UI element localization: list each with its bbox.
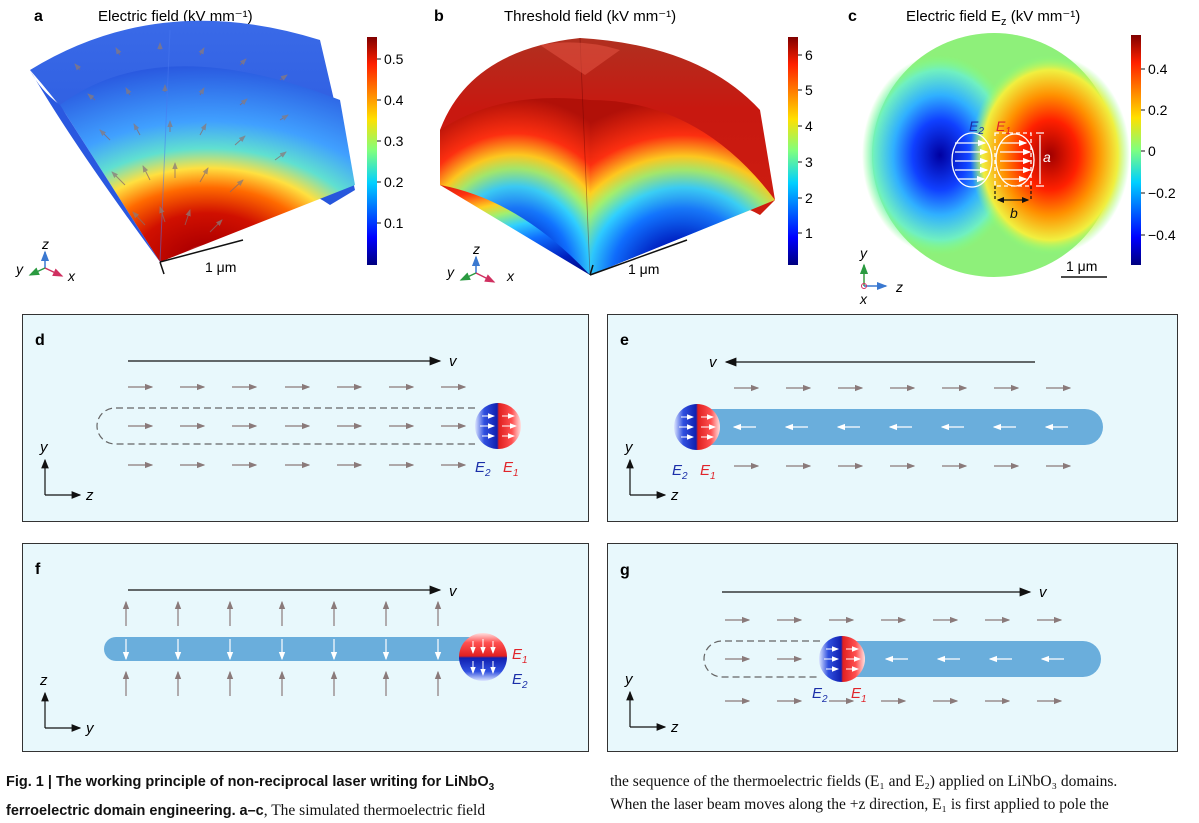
axis-triad: y z — [624, 671, 679, 736]
svg-text:5: 5 — [805, 82, 813, 98]
colorbar: 0.5 0.4 0.3 0.2 0.1 — [367, 37, 404, 265]
laser-spot — [459, 633, 507, 681]
svg-text:4: 4 — [805, 118, 813, 134]
scale-label: 1 μm — [1066, 258, 1097, 274]
panel-a: a Electric field (kV mm⁻¹) — [15, 8, 404, 284]
svg-text:0.1: 0.1 — [384, 215, 404, 231]
panel-letter: g — [620, 562, 630, 579]
e1-label: E1 — [851, 685, 867, 705]
svg-text:y: y — [39, 439, 49, 456]
panel-f: f v E1 E2 z y — [22, 543, 589, 752]
panel-letter: e — [620, 332, 629, 349]
svg-text:0.2: 0.2 — [384, 174, 404, 190]
panel-letter: f — [35, 561, 41, 578]
axis-triad: y z — [624, 439, 679, 504]
svg-text:x: x — [506, 268, 515, 284]
e2-label: E2 — [475, 459, 491, 479]
panel-title: Threshold field (kV mm⁻¹) — [504, 8, 676, 25]
svg-text:0.2: 0.2 — [1148, 102, 1168, 118]
laser-spot — [819, 636, 865, 682]
panel-title: Electric field Ez (kV mm⁻¹) — [906, 8, 1080, 28]
axis-triad: z y x — [446, 241, 515, 284]
axis-triad: z y — [39, 672, 95, 737]
panel-title: Electric field (kV mm⁻¹) — [98, 8, 253, 25]
svg-text:z: z — [85, 487, 94, 504]
axis-triad: y z x — [859, 245, 903, 307]
svg-text:x: x — [67, 268, 76, 284]
svg-text:−0.2: −0.2 — [1148, 185, 1176, 201]
svg-text:0.3: 0.3 — [384, 133, 404, 149]
scale-label: 1 μm — [205, 259, 236, 275]
svg-text:b: b — [1010, 205, 1018, 221]
svg-text:y: y — [15, 261, 24, 277]
laser-spot — [475, 403, 521, 449]
scale-bar: 1 μm — [589, 239, 688, 277]
svg-text:v: v — [1039, 584, 1048, 601]
svg-text:y: y — [446, 264, 455, 280]
svg-text:y: y — [85, 720, 95, 737]
figure-caption-left: Fig. 1 | The working principle of non-re… — [6, 770, 581, 823]
svg-text:y: y — [624, 671, 634, 688]
caption-bold-title-2: ferroelectric domain engineering. — [6, 802, 236, 819]
caption-line-2: When the laser beam moves along the +z d… — [610, 796, 1109, 813]
svg-text:0.4: 0.4 — [1148, 61, 1168, 77]
svg-text:z: z — [472, 241, 480, 257]
scale-label: 1 μm — [628, 261, 659, 277]
panel-g: g v E2 E1 y z — [607, 543, 1178, 752]
panel-letter: c — [848, 8, 857, 25]
e1-label: E1 — [512, 646, 528, 666]
field-simulation-a — [30, 20, 355, 263]
svg-text:0.5: 0.5 — [384, 51, 404, 67]
caption-panel-ref: a–c — [239, 802, 264, 819]
caption-bold-title: Fig. 1 | The working principle of non-re… — [6, 774, 495, 793]
svg-text:v: v — [449, 353, 458, 370]
figure-canvas: a Electric field (kV mm⁻¹) — [15, 8, 1178, 752]
svg-text:v: v — [709, 354, 718, 371]
svg-text:−0.4: −0.4 — [1148, 227, 1176, 243]
panel-d: d v E2 E1 y z — [22, 314, 589, 522]
svg-text:v: v — [449, 583, 458, 600]
e2-label: E2 — [672, 462, 688, 482]
ez-field-map: a b E2 E1 — [862, 33, 1130, 277]
caption-line-1: the sequence of the thermoelectric field… — [610, 773, 1118, 790]
scale-bar: 1 μm — [159, 239, 244, 275]
panel-letter: d — [35, 332, 45, 349]
e2-label: E2 — [812, 685, 828, 705]
figure-caption-right: the sequence of the thermoelectric field… — [610, 770, 1195, 816]
colorbar: 6 5 4 3 2 1 — [788, 37, 813, 265]
panel-c: c Electric field Ez (kV mm⁻¹) a — [848, 8, 1176, 307]
scale-bar: 1 μm — [1061, 258, 1107, 278]
panel-b: b Threshold field (kV mm⁻¹) 1 μm z y x — [434, 8, 813, 284]
axis-triad: z y x — [15, 236, 76, 284]
svg-text:a: a — [1043, 149, 1051, 165]
e1-label: E1 — [996, 118, 1011, 137]
e2-label: E2 — [512, 671, 528, 691]
svg-text:x: x — [859, 291, 868, 307]
panel-letter: a — [34, 8, 43, 25]
svg-text:z: z — [670, 487, 679, 504]
e1-label: E1 — [700, 462, 716, 482]
svg-text:0.4: 0.4 — [384, 92, 404, 108]
svg-text:6: 6 — [805, 47, 813, 63]
svg-text:y: y — [859, 245, 868, 261]
panel-letter: b — [434, 8, 444, 25]
panel-e: e v E2 E1 y z — [607, 314, 1178, 522]
svg-text:z: z — [41, 236, 49, 252]
e1-label: E1 — [503, 459, 519, 479]
svg-text:z: z — [895, 279, 903, 295]
axis-triad: y z — [39, 439, 94, 504]
colorbar: 0.4 0.2 0 −0.2 −0.4 — [1131, 35, 1176, 265]
e2-label: E2 — [969, 118, 984, 137]
svg-text:0: 0 — [1148, 143, 1156, 159]
svg-text:z: z — [39, 672, 48, 689]
laser-spot — [674, 404, 720, 450]
caption-text: , The simulated thermoelectric field — [263, 801, 486, 819]
svg-text:2: 2 — [805, 190, 813, 206]
svg-text:3: 3 — [805, 154, 813, 170]
svg-text:1: 1 — [805, 225, 813, 241]
svg-text:z: z — [670, 719, 679, 736]
threshold-simulation-b — [440, 37, 775, 276]
svg-text:y: y — [624, 439, 634, 456]
